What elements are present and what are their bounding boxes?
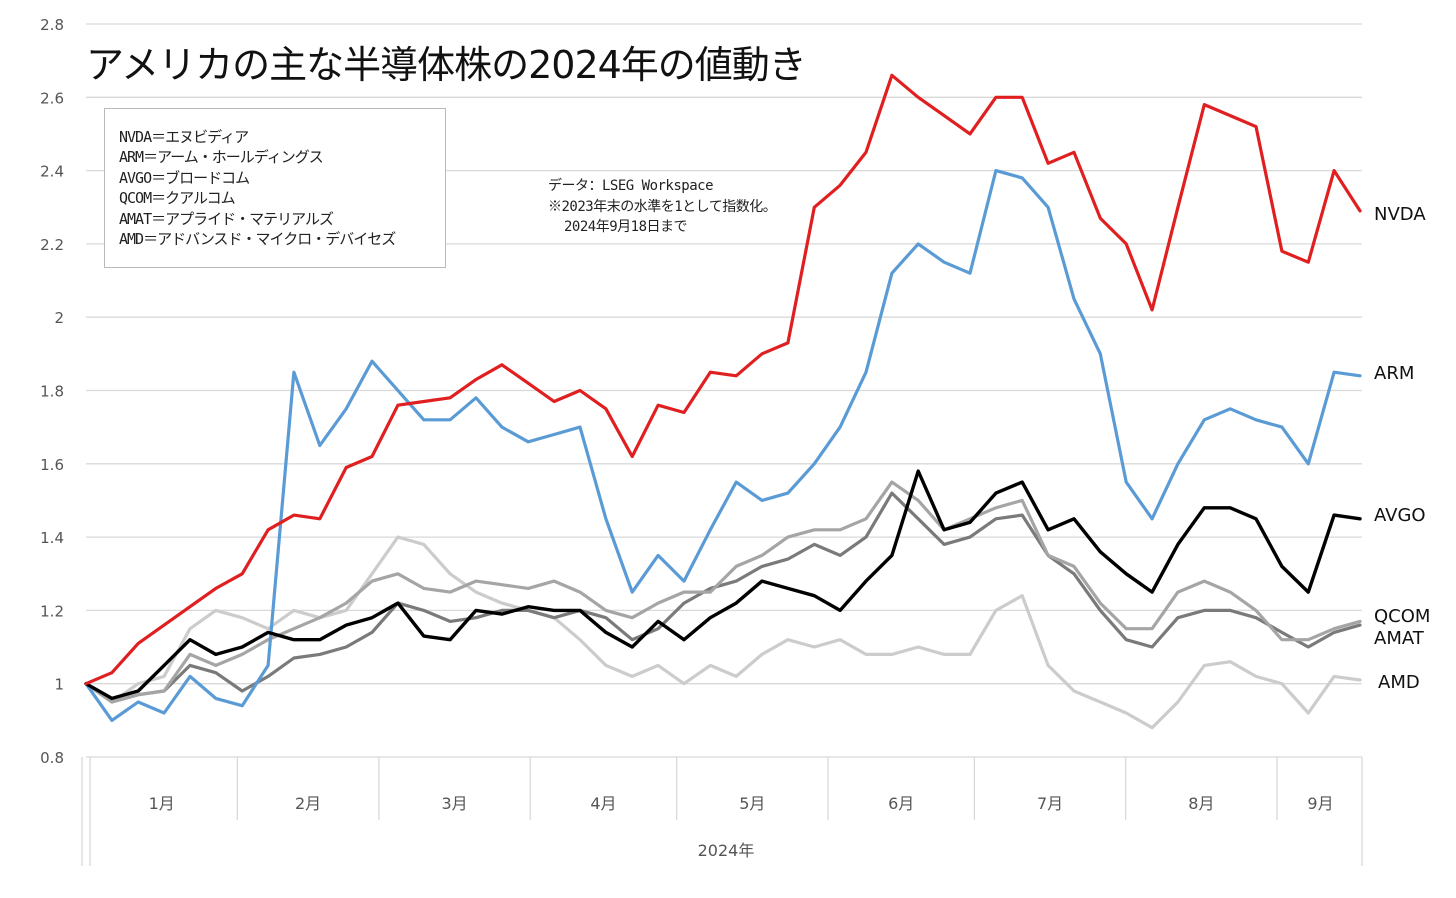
source-note: データ：LSEG Workspace ※2023年末の水準を1として指数化。 2… (548, 176, 777, 238)
end-label-amat: AMAT (1374, 628, 1425, 649)
month-label: 1月 (149, 794, 175, 813)
y-tick-label: 2.2 (40, 236, 64, 254)
legend-entry-amd: AMD＝アドバンスド・マイクロ・デバイセズ (119, 230, 396, 249)
end-label-avgo: AVGO (1374, 505, 1426, 526)
series-line-avgo (84, 469, 1362, 701)
y-tick-label: 2 (54, 309, 64, 327)
legend: NVDA＝エヌビディア ARM＝アーム・ホールディングス AVGO＝ブロードコム… (104, 108, 446, 268)
y-tick-label: 1.4 (40, 529, 64, 547)
x-axis-label: 2024年 (698, 841, 755, 860)
end-label-arm: ARM (1374, 363, 1414, 384)
series-line-qcom (84, 480, 1362, 704)
month-label: 8月 (1188, 794, 1214, 813)
source-note-line: データ：LSEG Workspace (548, 178, 714, 194)
y-tick-label: 2.8 (40, 16, 64, 34)
month-label: 6月 (888, 794, 914, 813)
month-label: 3月 (441, 794, 467, 813)
series-line-amd (84, 535, 1362, 730)
legend-entry-nvda: NVDA＝エヌビディア (119, 128, 249, 146)
month-label: 2月 (295, 794, 321, 813)
month-label: 5月 (739, 794, 765, 813)
y-tick-label: 1.8 (40, 383, 64, 401)
y-tick-label: 2.6 (40, 89, 64, 107)
y-tick-label: 1.6 (40, 456, 64, 474)
series-line-nvda (84, 73, 1362, 686)
index-note-line: ※2023年末の水準を1として指数化。 (548, 198, 777, 215)
y-axis-tick-labels: 0.8 1 1.2 1.4 1.6 1.8 2 2.2 2.4 2.6 2.8 (40, 16, 64, 767)
x-axis: 1月 2月 3月 4月 5月 6月 7月 8月 9月 2024年 (81, 757, 1363, 866)
series-lines (84, 73, 1362, 730)
end-label-nvda: NVDA (1374, 204, 1426, 225)
y-tick-label: 1 (54, 676, 64, 694)
month-label: 4月 (590, 794, 616, 813)
legend-entry-arm: ARM＝アーム・ホールディングス (119, 148, 324, 167)
legend-entry-avgo: AVGO＝ブロードコム (119, 168, 250, 187)
end-label-amd: AMD (1378, 672, 1420, 693)
y-tick-label: 1.2 (40, 602, 64, 620)
legend-entry-amat: AMAT＝アプライド・マテリアルズ (119, 209, 334, 228)
y-tick-label: 0.8 (40, 749, 64, 767)
month-label: 7月 (1037, 794, 1063, 813)
y-tick-label: 2.4 (40, 163, 64, 181)
legend-entry-qcom: QCOM＝クアルコム (119, 189, 236, 208)
series-line-arm (84, 169, 1362, 723)
month-label: 9月 (1307, 794, 1333, 813)
chart-title: アメリカの主な半導体株の2024年の値動き (86, 43, 807, 87)
series-line-amat (84, 491, 1362, 704)
date-note-line: 2024年9月18日まで (564, 219, 688, 235)
end-label-qcom: QCOM (1374, 606, 1430, 627)
